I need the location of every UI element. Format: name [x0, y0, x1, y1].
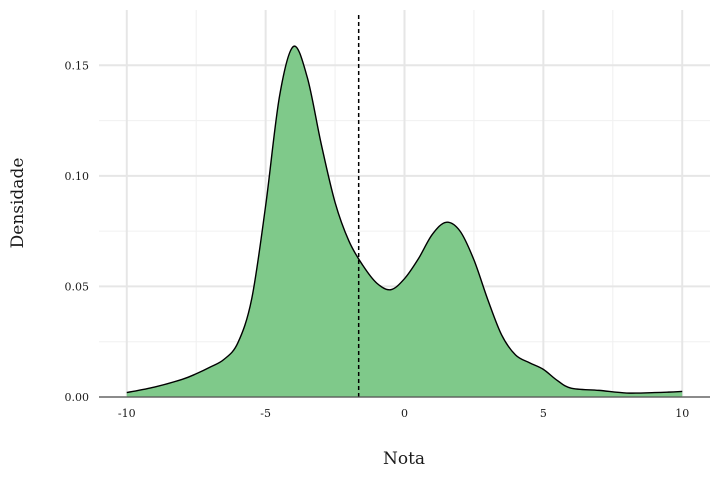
x-axis-title: Nota [383, 449, 425, 469]
y-tick-label: 0.05 [65, 280, 90, 293]
x-tick-label: 10 [675, 407, 689, 420]
y-tick-label: 0.15 [65, 59, 90, 72]
y-tick-labels: 0.00 0.05 0.10 0.15 [65, 59, 90, 404]
y-tick-label: 0.00 [65, 391, 90, 404]
x-tick-labels: -10 -5 0 5 10 [118, 407, 689, 420]
density-area [126, 46, 683, 397]
x-tick-label: -10 [118, 407, 136, 420]
y-axis-title: Densidade [8, 158, 28, 249]
x-tick-label: 5 [540, 407, 547, 420]
x-tick-label: 0 [401, 407, 408, 420]
density-curve [126, 45, 683, 394]
x-tick-label: -5 [260, 407, 271, 420]
y-tick-label: 0.10 [65, 170, 90, 183]
